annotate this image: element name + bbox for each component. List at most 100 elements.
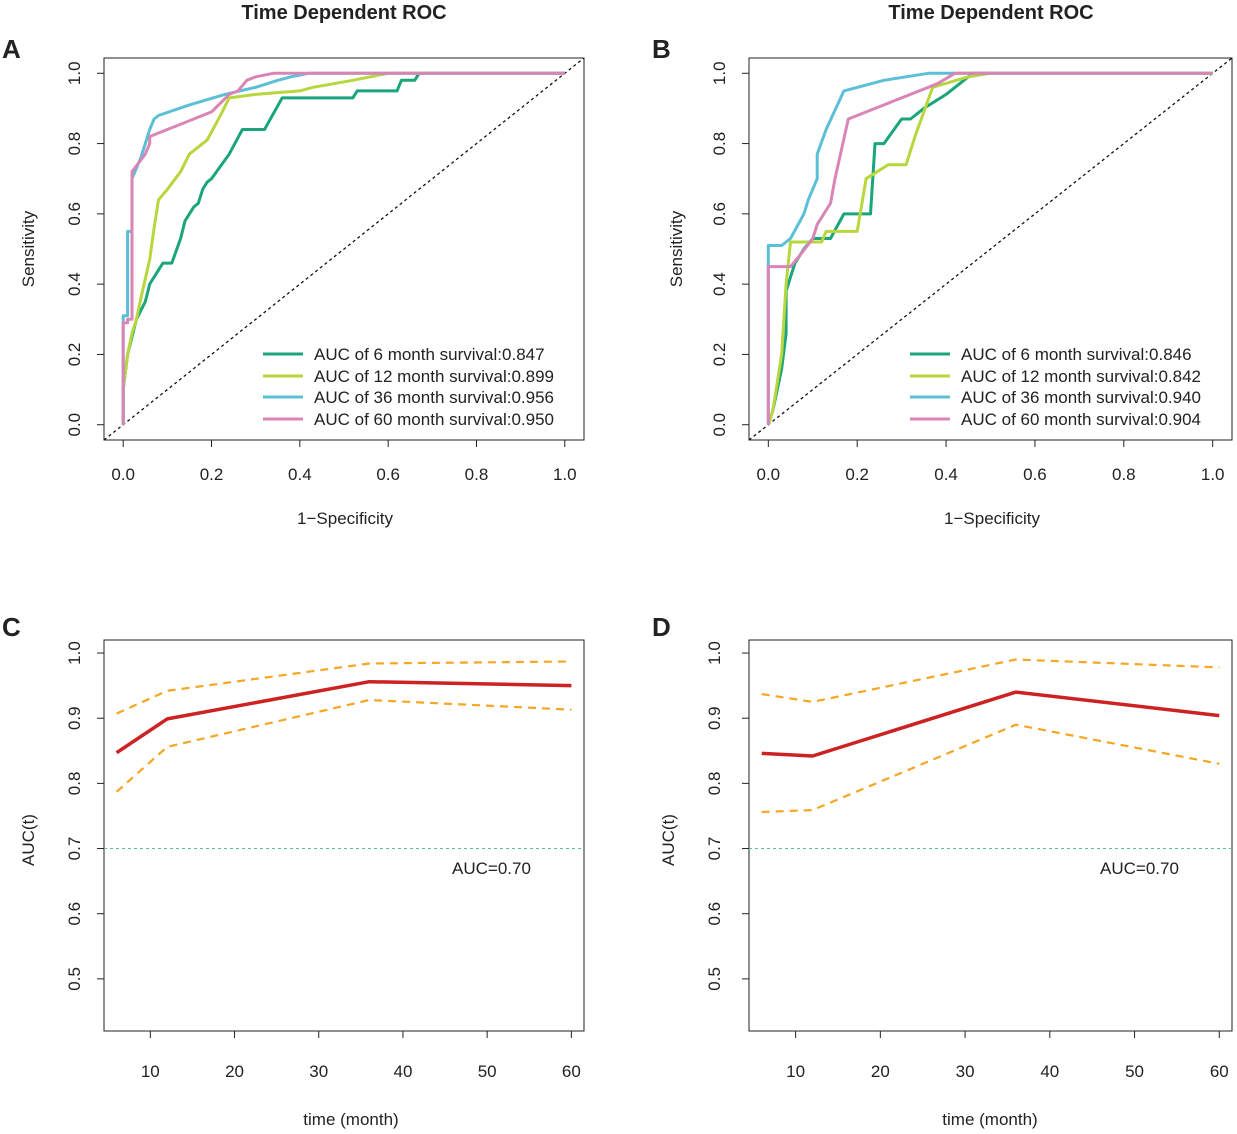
- legend-label-a-36m: AUC of 36 month survival:0.956: [314, 388, 554, 407]
- y-tick-label-b-1: 0.2: [710, 343, 729, 367]
- y-tick-label-b-0: 0.0: [710, 413, 729, 437]
- y-tick-label-c-2: 0.7: [65, 837, 84, 861]
- x-tick-label-b-3: 0.6: [1023, 465, 1047, 484]
- ci-upper-line-c: [116, 660, 572, 715]
- x-tick-label-b-2: 0.4: [934, 465, 958, 484]
- panel-a: A Time Dependent ROC 0.0 0.2 0.4 0.6 0.8 1.0 0…: [2, 2, 585, 528]
- y-tick-label-d-0: 0.5: [705, 967, 724, 991]
- x-tick-label-a-0: 0.0: [111, 465, 135, 484]
- roc-curves-b: [766, 71, 1213, 426]
- legend-label-a-6m: AUC of 6 month survival:0.847: [314, 345, 545, 364]
- y-tick-label-a-5: 1.0: [65, 61, 84, 85]
- auc-time-lines-c: [104, 660, 584, 850]
- x-tick-label-d-3: 40: [1040, 1062, 1059, 1081]
- x-tick-label-b-1: 0.2: [845, 465, 869, 484]
- y-tick-label-c-0: 0.5: [65, 967, 84, 991]
- reference-label-c: AUC=0.70: [452, 859, 531, 878]
- x-axis-label-c: time (month): [303, 1110, 398, 1129]
- roc-curve-b-60m: [766, 71, 1213, 425]
- reference-label-d: AUC=0.70: [1100, 859, 1179, 878]
- ci-upper-line-d: [761, 658, 1220, 704]
- y-tick-label-b-5: 1.0: [710, 61, 729, 85]
- y-tick-label-b-3: 0.6: [710, 202, 729, 226]
- auc-line-c: [115, 679, 572, 755]
- plot-frame-b: [748, 57, 1233, 441]
- x-axis-label-a: 1−Specificity: [297, 509, 393, 528]
- legend-label-b-6m: AUC of 6 month survival:0.846: [961, 345, 1192, 364]
- x-tick-label-c-1: 20: [225, 1062, 244, 1081]
- y-axis-label-d: AUC(t): [659, 814, 678, 866]
- y-tick-label-b-4: 0.8: [710, 132, 729, 156]
- roc-curve-b-6m: [766, 71, 1213, 426]
- x-tick-label-a-5: 1.0: [553, 465, 577, 484]
- x-tick-label-c-5: 60: [562, 1062, 581, 1081]
- y-tick-label-a-0: 0.0: [65, 413, 84, 437]
- legend-label-a-60m: AUC of 60 month survival:0.950: [314, 410, 554, 429]
- panel-letter-d: D: [652, 612, 671, 642]
- y-tick-label-c-1: 0.6: [65, 902, 84, 926]
- axis-ticks-c: 10 20 30 40 50 60 0.5 0.6 0.7 0.8 0.9 1.0: [65, 641, 581, 1081]
- title-b: Time Dependent ROC: [888, 2, 1093, 24]
- legend-label-a-12m: AUC of 12 month survival:0.899: [314, 367, 554, 386]
- axis-ticks-a: 0.0 0.2 0.4 0.6 0.8 1.0 0.0 0.2 0.4 0.6 0.8 1.0: [65, 61, 577, 484]
- auc-time-lines-d: [749, 658, 1232, 850]
- panel-b: B Time Dependent ROC 0.0 0.2 0.4 0.6 0.8 1.00…: [652, 2, 1233, 528]
- x-tick-label-d-1: 20: [871, 1062, 890, 1081]
- axis-ticks-b: 0.0 0.2 0.4 0.6 0.8 1.0 0.0 0.2 0.4 0.6 0.8 1.0: [710, 61, 1225, 484]
- legend-a: AUC of 6 month survival:0.847 AUC of 12 …: [263, 345, 554, 429]
- x-tick-label-c-0: 10: [141, 1062, 160, 1081]
- roc-curve-b-36m: [766, 71, 1213, 425]
- panel-letter-b: B: [652, 34, 671, 64]
- x-tick-label-d-0: 10: [786, 1062, 805, 1081]
- panel-letter-c: C: [2, 612, 21, 642]
- y-axis-label-a: Sensitivity: [19, 210, 38, 287]
- roc-curve-a-6m: [121, 71, 565, 425]
- y-tick-label-d-4: 0.9: [705, 706, 724, 730]
- y-tick-label-b-2: 0.4: [710, 272, 729, 296]
- x-tick-label-c-2: 30: [309, 1062, 328, 1081]
- auc-line-d: [761, 690, 1220, 758]
- panel-letter-a: A: [2, 34, 21, 64]
- ci-lower-line-d: [761, 723, 1220, 814]
- diagonal-reference-a: [103, 57, 585, 441]
- x-axis-label-d: time (month): [942, 1110, 1037, 1129]
- plot-frame-a: [103, 57, 585, 441]
- y-tick-label-d-2: 0.7: [705, 837, 724, 861]
- x-tick-label-c-4: 50: [478, 1062, 497, 1081]
- x-tick-label-a-1: 0.2: [200, 465, 224, 484]
- x-tick-label-a-3: 0.6: [376, 465, 400, 484]
- y-tick-label-d-1: 0.6: [705, 902, 724, 926]
- title-a: Time Dependent ROC: [241, 2, 446, 24]
- x-tick-label-c-3: 40: [393, 1062, 412, 1081]
- legend-label-b-12m: AUC of 12 month survival:0.842: [961, 367, 1201, 386]
- x-tick-label-d-5: 60: [1210, 1062, 1229, 1081]
- y-tick-label-c-4: 0.9: [65, 706, 84, 730]
- y-tick-label-a-1: 0.2: [65, 343, 84, 367]
- x-tick-label-b-5: 1.0: [1201, 465, 1225, 484]
- x-tick-label-b-0: 0.0: [756, 465, 780, 484]
- y-tick-label-a-2: 0.4: [65, 272, 84, 296]
- roc-curve-a-36m: [121, 71, 565, 425]
- legend-b: AUC of 6 month survival:0.846 AUC of 12 …: [910, 345, 1201, 429]
- axis-ticks-d: 10 20 30 40 50 60 0.5 0.6 0.7 0.8 0.9 1.0: [705, 641, 1229, 1081]
- y-tick-label-d-3: 0.8: [705, 772, 724, 796]
- diagonal-reference-b: [748, 57, 1233, 441]
- legend-label-b-60m: AUC of 60 month survival:0.904: [961, 410, 1201, 429]
- roc-curve-a-60m: [121, 71, 565, 425]
- roc-curve-a-12m: [121, 71, 565, 425]
- plot-frame-c: [103, 639, 585, 1032]
- ci-lower-line-c: [115, 698, 572, 793]
- panel-c: C 10 20 30 40 50 60 0.5 0.6 0.7 0.8 0.9 1.0 AUC=0.7…: [2, 612, 585, 1129]
- y-tick-label-c-5: 1.0: [65, 641, 84, 665]
- y-axis-label-b: Sensitivity: [667, 210, 686, 287]
- x-axis-label-b: 1−Specificity: [944, 509, 1040, 528]
- x-tick-label-b-4: 0.8: [1112, 465, 1136, 484]
- plot-frame-d: [748, 639, 1233, 1032]
- roc-curves-a: [121, 71, 565, 425]
- roc-curve-b-12m: [766, 71, 1213, 426]
- x-tick-label-a-2: 0.4: [288, 465, 312, 484]
- legend-label-b-36m: AUC of 36 month survival:0.940: [961, 388, 1201, 407]
- y-axis-label-c: AUC(t): [19, 814, 38, 866]
- y-tick-label-a-4: 0.8: [65, 132, 84, 156]
